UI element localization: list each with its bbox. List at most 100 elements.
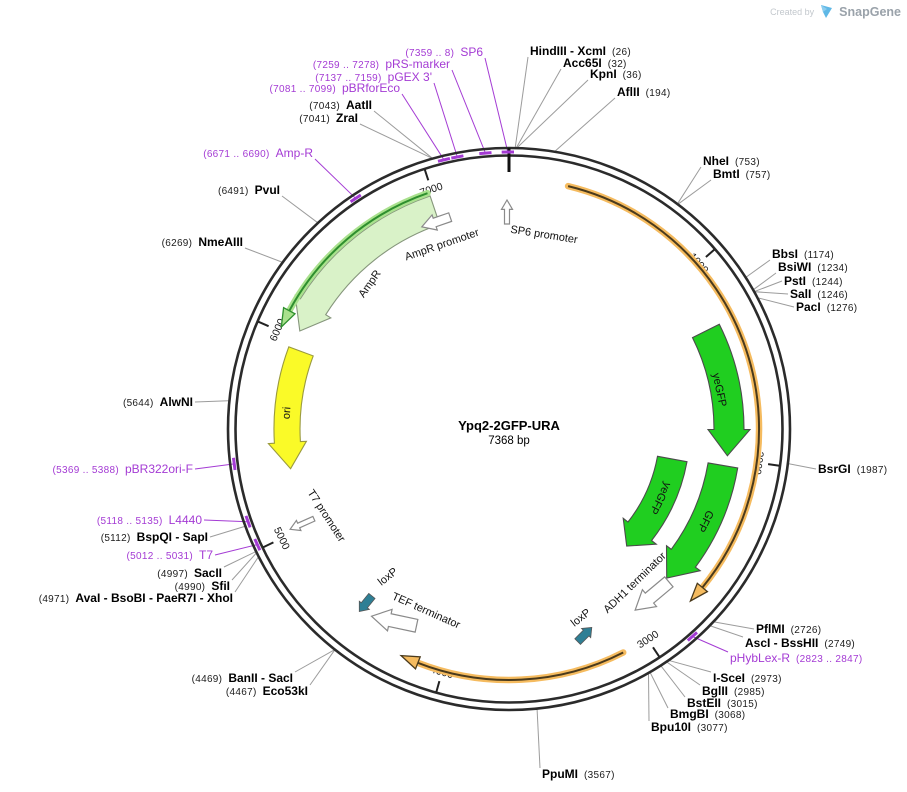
enzyme-label-avai-bsobi-paer7i-xhoi[interactable]: (4971) AvaI - BsoBI - PaeR7I - XhoI xyxy=(39,589,233,607)
enzyme-label-aatii[interactable]: (7043) AatII xyxy=(309,96,372,114)
primer-tick-pbr322ori-f[interactable] xyxy=(232,457,237,471)
leader-line-nmeaiii xyxy=(244,247,282,263)
ampr-promoter-arrow[interactable] xyxy=(419,210,453,235)
primer-label-sp6[interactable]: (7359 .. 8) SP6 xyxy=(405,43,483,61)
enzyme-label-bmgbi[interactable]: BmgBI (3068) xyxy=(670,705,745,723)
scale-tick-3000 xyxy=(652,646,661,658)
leader-line-bsrgi xyxy=(788,463,817,470)
label-position: (2749) xyxy=(824,639,856,650)
label-name: I-SceI xyxy=(713,671,746,685)
enzyme-label-bsiwi[interactable]: BsiWI (1234) xyxy=(778,258,848,276)
enzyme-label-ppumi[interactable]: PpuMI (3567) xyxy=(542,765,615,783)
leader-line-bsteii xyxy=(660,665,686,698)
primer-tick-phyblex-r[interactable] xyxy=(686,631,698,642)
scale-tick-5000 xyxy=(262,541,274,549)
feature-arrowhead-insert-span[interactable] xyxy=(689,582,709,603)
enzyme-label-bspqi-sapi[interactable]: (5112) BspQI - SapI xyxy=(101,528,208,546)
enzyme-label-pvui[interactable]: (6491) PvuI xyxy=(218,181,280,199)
enzyme-label-i-scei[interactable]: I-SceI (2973) xyxy=(713,669,782,687)
label-position: (3567) xyxy=(584,770,615,781)
enzyme-label-aflii[interactable]: AflII (194) xyxy=(617,83,671,101)
tef-terminator-arrow[interactable] xyxy=(369,605,419,636)
sp6-promoter-arrow[interactable] xyxy=(500,198,514,225)
primer-tick-pgex-3[interactable] xyxy=(451,154,464,160)
primer-tick-l4440[interactable] xyxy=(244,515,252,528)
leader-line-avai-bsobi-paer7i-xhoi xyxy=(234,557,259,593)
label-name: BmgBI xyxy=(670,707,709,721)
loxp-left-arrow[interactable] xyxy=(354,592,377,616)
leader-line-bpu10i xyxy=(648,674,650,722)
primer-label-amp-r[interactable]: (6671 .. 6690) Amp-R xyxy=(203,144,313,162)
label-position: (4467) xyxy=(225,687,257,698)
label-position: (757) xyxy=(745,170,771,181)
snapgene-logo-icon xyxy=(821,5,833,18)
t7-promoter-arrow[interactable] xyxy=(288,514,316,535)
label-position: (5112) xyxy=(100,533,131,544)
enzyme-label-hindiii-xcmi[interactable]: HindIII - XcmI (26) xyxy=(530,42,631,60)
leader-line-alwni xyxy=(194,400,229,403)
enzyme-label-bglii[interactable]: BglII (2985) xyxy=(702,682,765,700)
primer-label-t7[interactable]: (5012 .. 5031) T7 xyxy=(127,546,213,564)
feature-arrow-ori[interactable] xyxy=(267,346,314,470)
feature-line-ampr-cds[interactable] xyxy=(288,192,428,312)
label-position: (2823 .. 2847) xyxy=(796,654,863,665)
loxp-right-arrow[interactable] xyxy=(573,623,596,646)
feature-arrowhead-ampr-cds[interactable] xyxy=(280,306,297,329)
label-name: AatII xyxy=(345,98,372,112)
primer-tick-prs-marker[interactable] xyxy=(479,151,492,156)
enzyme-label-bmti[interactable]: BmtI (757) xyxy=(713,165,771,183)
label-position: (7259 .. 7278) xyxy=(312,60,380,71)
plasmid-size: 7368 bp xyxy=(488,435,530,447)
label-position: (4469) xyxy=(191,674,223,685)
leader-line-aatii xyxy=(373,110,433,159)
ori-label[interactable]: ori xyxy=(280,406,294,420)
label-position: (7137 .. 7159) xyxy=(315,73,382,84)
label-position: (4971) xyxy=(38,594,70,605)
enzyme-label-nmeaiii[interactable]: (6269) NmeAIII xyxy=(162,233,243,251)
primer-label-phyblex-r[interactable]: pHybLex-R (2823 .. 2847) xyxy=(730,649,863,667)
primer-label-prs-marker[interactable]: (7259 .. 7278) pRS-marker xyxy=(313,55,450,73)
enzyme-label-banii-saci[interactable]: (4469) BanII - SacI xyxy=(192,669,293,687)
primer-label-pbr322ori-f[interactable]: (5369 .. 5388) pBR322ori-F xyxy=(53,460,194,478)
primer-label-l4440[interactable]: (5118 .. 5135) L4440 xyxy=(97,511,202,529)
feature-line-insert-span[interactable] xyxy=(567,185,761,589)
primer-label-pgex-3[interactable]: (7137 .. 7159) pGEX 3' xyxy=(315,68,432,86)
enzyme-label-bpu10i[interactable]: Bpu10I (3077) xyxy=(651,718,728,736)
adh1-terminator-arrow[interactable] xyxy=(628,573,676,618)
primer-label-pbrforeco[interactable]: (7081 .. 7099) pBRforEco xyxy=(270,79,401,97)
leader-line-bsiwi xyxy=(753,272,777,290)
feature-line-ura3-span[interactable] xyxy=(417,651,624,681)
enzyme-label-sacii[interactable]: (4997) SacII xyxy=(157,564,222,582)
label-name: AflII xyxy=(617,85,640,99)
enzyme-label-zrai[interactable]: (7041) ZraI xyxy=(299,109,358,127)
enzyme-label-asci-bsshii[interactable]: AscI - BssHII (2749) xyxy=(745,634,855,652)
primer-tick-amp-r[interactable] xyxy=(349,193,362,204)
enzyme-label-eco53ki[interactable]: (4467) Eco53kI xyxy=(226,682,308,700)
enzyme-label-bsteii[interactable]: BstEII (3015) xyxy=(687,694,758,712)
feature-arrowhead-ura3-span[interactable] xyxy=(399,654,422,671)
enzyme-label-sali[interactable]: SalI (1246) xyxy=(790,285,848,303)
feature-arrow-yegfp-inner[interactable] xyxy=(622,455,688,547)
feature-arrow-yegfp-outer[interactable] xyxy=(691,323,752,457)
enzyme-label-bsrgi[interactable]: BsrGI (1987) xyxy=(818,460,887,478)
enzyme-label-bbsi[interactable]: BbsI (1174) xyxy=(772,245,834,263)
enzyme-label-acc65i[interactable]: Acc65I (32) xyxy=(563,54,627,72)
label-name: BglII xyxy=(702,684,728,698)
watermark-brand: SnapGene xyxy=(839,4,901,19)
feature-arrow-ampr[interactable] xyxy=(294,195,441,332)
label-name: pHybLex-R xyxy=(730,651,791,665)
enzyme-label-psti[interactable]: PstI (1244) xyxy=(784,272,843,290)
enzyme-label-nhei[interactable]: NheI (753) xyxy=(703,152,760,170)
label-position: (753) xyxy=(735,157,760,168)
enzyme-label-kpni[interactable]: KpnI (36) xyxy=(590,65,642,83)
enzyme-label-sfii[interactable]: (4990) SfiI xyxy=(175,577,230,595)
label-name: BmtI xyxy=(713,167,740,181)
label-name: L4440 xyxy=(168,513,202,527)
feature-arrow-gfp[interactable] xyxy=(665,462,739,579)
leader-line-ppumi xyxy=(536,709,541,769)
enzyme-label-alwni[interactable]: (5644) AlwNI xyxy=(123,393,193,411)
primer-tick-t7[interactable] xyxy=(253,538,262,551)
primer-tick-pbrforeco[interactable] xyxy=(437,156,451,163)
enzyme-label-paci[interactable]: PacI (1276) xyxy=(796,298,857,316)
enzyme-label-pflmi[interactable]: PflMI (2726) xyxy=(756,620,821,638)
